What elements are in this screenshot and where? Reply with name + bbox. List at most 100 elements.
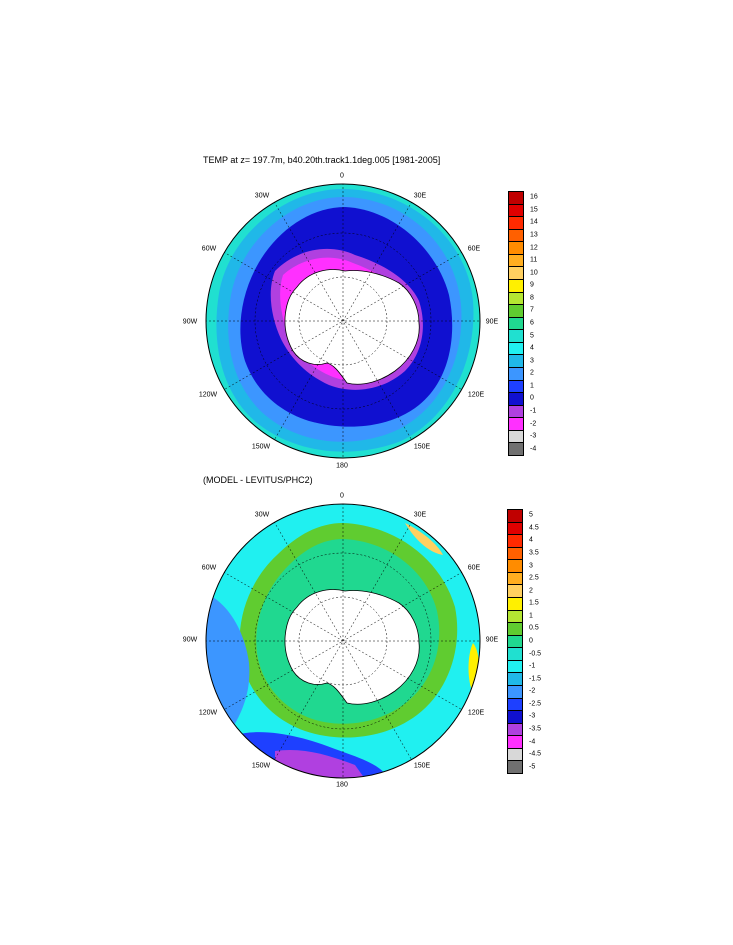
colorbar-label: -2	[529, 687, 536, 695]
map2-polar-plot	[205, 503, 481, 779]
colorbar-swatch	[508, 203, 524, 218]
colorbar-swatch	[508, 367, 524, 381]
colorbar-swatch	[508, 341, 524, 356]
colorbar-label: 4	[529, 536, 533, 544]
colorbar-swatch	[507, 760, 523, 774]
colorbar-swatch	[507, 597, 523, 611]
colorbar-label: -2	[530, 420, 537, 428]
map2-border	[205, 503, 481, 779]
colorbar-label: 2	[529, 587, 533, 595]
colorbar-label: 1.5	[529, 599, 539, 607]
map1-polar-plot	[205, 183, 481, 459]
map1-lon-label-150w: 150W	[251, 443, 271, 451]
colorbar-swatch	[507, 722, 523, 737]
map1-graticule	[206, 184, 480, 458]
colorbar-label: 12	[530, 244, 538, 252]
map2-lon-label-90e: 90E	[485, 636, 499, 644]
map1-lon-label-180: 180	[336, 462, 348, 470]
colorbar-label: -4.5	[529, 750, 542, 758]
colorbar-swatch	[507, 710, 523, 724]
colorbar-swatch	[508, 241, 524, 255]
colorbar-label: -4	[530, 445, 537, 453]
colorbar-label: -3	[529, 712, 536, 720]
map2-lon-label-60e: 60E	[467, 564, 481, 572]
colorbar-swatch	[507, 509, 523, 523]
map1-lon-label-30w: 30W	[254, 192, 270, 200]
map2-lon-label-150e: 150E	[413, 762, 431, 770]
colorbar-label: -3	[530, 432, 537, 440]
colorbar-swatch	[508, 379, 524, 394]
colorbar-label: 7	[530, 306, 534, 314]
colorbar-label: -2.5	[529, 700, 542, 708]
map2-lon-label-120w: 120W	[198, 709, 218, 717]
colorbar-swatch	[508, 253, 524, 268]
colorbar-label: -3.5	[529, 725, 542, 733]
colorbar-label: 14	[530, 218, 538, 226]
colorbar-label: 5	[529, 511, 533, 519]
colorbar-swatch	[508, 228, 524, 243]
colorbar-label: 13	[530, 231, 538, 239]
colorbar-swatch	[507, 659, 523, 674]
colorbar-swatch	[507, 609, 523, 624]
map1-lon-label-0: 0	[340, 172, 344, 180]
colorbar-label: 3	[530, 357, 534, 365]
map1-lon-label-60w: 60W	[201, 245, 217, 253]
map2-lon-label-30e: 30E	[413, 511, 427, 519]
map2-lon-label-150w: 150W	[251, 762, 271, 770]
colorbar-swatch	[507, 697, 523, 712]
map1-colorbar: 16 15 14 13 12 11 10 9 8 7 6 5 4 3 2 1 0 -1 -2 -3 -4	[508, 191, 558, 456]
colorbar-label: 4	[530, 344, 534, 352]
colorbar-label: 10	[530, 269, 538, 277]
map2-lon-label-180: 180	[336, 781, 348, 789]
map2-lon-label-120e: 120E	[467, 709, 485, 717]
colorbar-label: 6	[530, 319, 534, 327]
colorbar-label: -0.5	[529, 650, 542, 658]
colorbar-swatch	[507, 685, 523, 699]
colorbar-label: -5	[529, 763, 536, 771]
colorbar-label: 0	[529, 637, 533, 645]
map1-lon-label-30e: 30E	[413, 192, 427, 200]
map2-lon-label-30w: 30W	[254, 511, 270, 519]
colorbar-swatch	[507, 747, 523, 762]
colorbar-swatch	[508, 316, 524, 331]
colorbar-label: 9	[530, 281, 534, 289]
colorbar-swatch	[507, 672, 523, 686]
colorbar-swatch	[507, 634, 523, 649]
colorbar-label: 3	[529, 562, 533, 570]
colorbar-label: -1	[530, 407, 537, 415]
colorbar-swatch	[508, 404, 524, 419]
colorbar-label: -1.5	[529, 675, 542, 683]
colorbar-swatch	[507, 559, 523, 573]
colorbar-label: 5	[530, 332, 534, 340]
colorbar-label: 2	[530, 369, 534, 377]
map2-graticule	[206, 504, 480, 778]
colorbar-label: 8	[530, 294, 534, 302]
colorbar-swatch	[508, 216, 524, 230]
colorbar-label: 16	[530, 193, 538, 201]
map1-lon-label-90e: 90E	[485, 318, 499, 326]
map1-border	[205, 183, 481, 459]
map1-title: TEMP at z= 197.7m, b40.20th.track1.1deg.…	[203, 155, 441, 165]
colorbar-swatch	[508, 392, 524, 406]
colorbar-label: 0	[530, 394, 534, 402]
colorbar-swatch	[508, 266, 524, 280]
map2-pos-northeast	[405, 523, 443, 555]
colorbar-swatch	[507, 546, 523, 561]
colorbar-swatch	[507, 622, 523, 636]
colorbar-swatch	[508, 354, 524, 368]
map1-lon-label-60e: 60E	[467, 245, 481, 253]
colorbar-swatch	[508, 429, 524, 444]
colorbar-label: 11	[530, 256, 538, 264]
map1-lon-label-120w: 120W	[198, 391, 218, 399]
map2-colorbar: 5 4.5 4 3.5 3 2.5 2 1.5 1 0.5 0 -0.5 -1 -1.5 -2 -2.5 -3 -…	[507, 509, 557, 774]
colorbar-swatch	[507, 534, 523, 548]
colorbar-swatch	[507, 735, 523, 749]
map2-title: (MODEL - LEVITUS/PHC2)	[203, 475, 313, 485]
colorbar-swatch	[507, 584, 523, 598]
colorbar-label: 4.5	[529, 524, 539, 532]
colorbar-swatch	[508, 291, 524, 306]
colorbar-label: -4	[529, 738, 536, 746]
colorbar-swatch	[507, 647, 523, 661]
colorbar-label: 1	[530, 382, 534, 390]
colorbar-swatch	[507, 571, 523, 586]
